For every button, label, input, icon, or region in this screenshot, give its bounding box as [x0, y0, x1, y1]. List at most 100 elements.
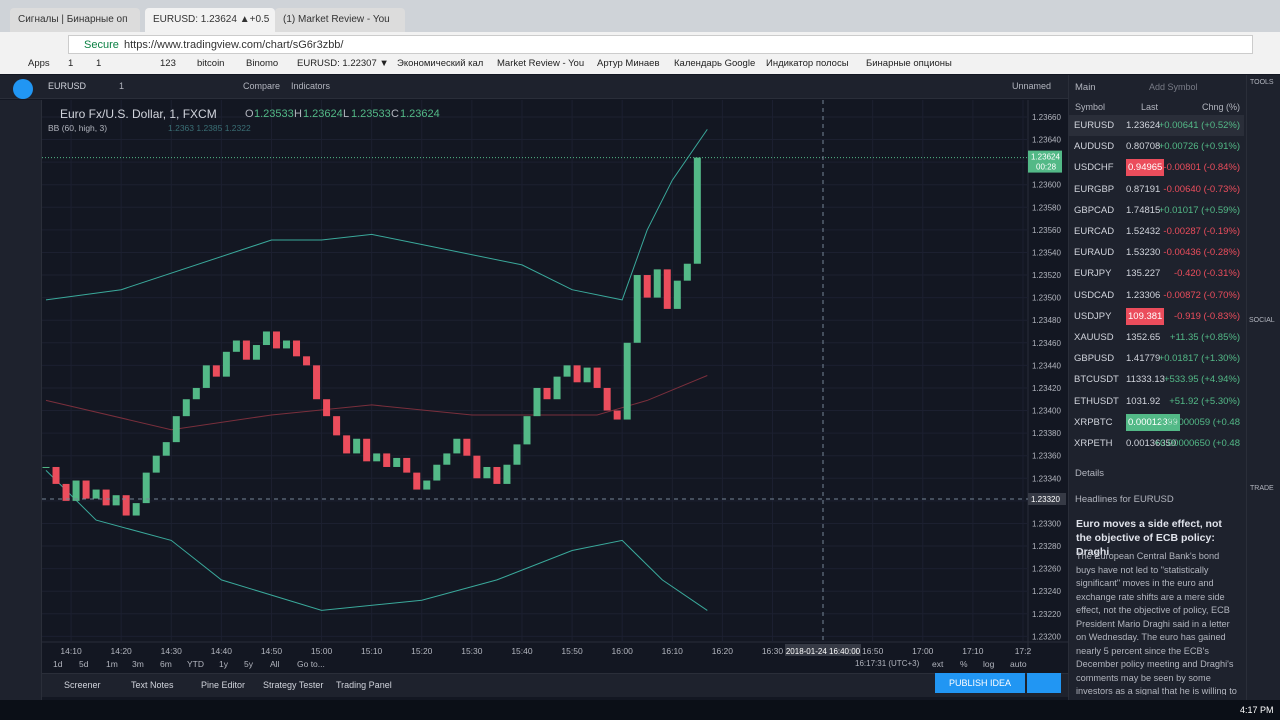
range-button[interactable]: 6m — [160, 659, 172, 669]
browser-tab[interactable]: (1) Market Review - You — [275, 8, 405, 32]
watchlist-tab[interactable]: Main — [1075, 82, 1096, 93]
last-price: 1352.65 — [1126, 332, 1161, 343]
candle — [643, 275, 651, 298]
watchlist-row[interactable]: USDCAD 1.23306 -0.00872 (-0.70%) — [1068, 285, 1244, 306]
bookmark[interactable]: EURUSD: 1.22307 ▼ — [297, 58, 389, 69]
candle — [252, 345, 260, 360]
range-button[interactable]: All — [270, 659, 280, 669]
y-tick-label: 1.23500 — [1032, 294, 1061, 303]
bookmark[interactable]: Market Review - You — [497, 58, 585, 69]
interval[interactable]: 1 — [119, 81, 125, 91]
x-tick-label: 15:50 — [561, 646, 583, 656]
last-price: 135.227 — [1126, 268, 1161, 280]
range-button[interactable]: 3m — [132, 659, 144, 669]
col-header[interactable]: Symbol — [1075, 102, 1106, 112]
url[interactable]: https://www.tradingview.com/chart/sG6r3z… — [124, 39, 344, 51]
candle — [192, 387, 200, 400]
last-price: 0.00136350 — [1126, 438, 1177, 449]
watchlist-row[interactable]: ETHUSDT 1031.92 +51.92 (+5.30%) — [1068, 391, 1244, 412]
add-symbol[interactable]: Add Symbol — [1149, 82, 1198, 92]
bottom-tab[interactable]: Screener — [64, 680, 101, 690]
watchlist-row[interactable]: EURUSD 1.23624 +0.00641 (+0.52%) — [1068, 115, 1244, 136]
bookmark[interactable]: Календарь Google — [674, 58, 756, 69]
bottom-tab[interactable]: Pine Editor — [201, 680, 246, 690]
range-button[interactable]: 1m — [106, 659, 118, 669]
bookmark[interactable]: Apps — [28, 58, 50, 69]
browser-tab[interactable]: EURUSD: 1.23624 ▲+0.5 — [145, 8, 275, 32]
more-button[interactable] — [1027, 673, 1061, 693]
x-tick-label: 14:30 — [161, 646, 183, 656]
bookmark[interactable]: 123 — [160, 58, 176, 69]
col-header[interactable]: Last — [1141, 102, 1159, 112]
watchlist-row[interactable]: EURJPY 135.227 -0.420 (-0.31%) — [1068, 263, 1244, 284]
side-label[interactable]: SOCIAL — [1249, 317, 1275, 324]
candle — [343, 435, 351, 454]
symbol-search[interactable]: EURUSD — [48, 81, 87, 91]
scale-option[interactable]: auto — [1010, 659, 1027, 669]
symbol: XAUUSD — [1074, 332, 1114, 343]
range-button[interactable]: 1d — [53, 659, 63, 669]
range-button[interactable]: Go to... — [297, 659, 325, 669]
candle — [513, 444, 521, 465]
bottom-tab[interactable]: Strategy Tester — [263, 680, 324, 690]
publish-button[interactable]: PUBLISH IDEA — [935, 673, 1025, 693]
candle — [613, 410, 621, 420]
range-button[interactable]: 5y — [244, 659, 253, 669]
range-button[interactable]: 1y — [219, 659, 228, 669]
bookmark[interactable]: 1 — [68, 58, 74, 69]
watchlist-row[interactable]: EURCAD 1.52432 -0.00287 (-0.19%) — [1068, 221, 1244, 242]
news-title[interactable]: Euro moves a side effect, not the object… — [1076, 518, 1222, 558]
details-header[interactable]: Details — [1075, 468, 1105, 479]
change: -0.00436 (-0.28%) — [1163, 247, 1240, 259]
watchlist-row[interactable]: XAUUSD 1352.65 +11.35 (+0.85%) — [1068, 327, 1244, 348]
compare-button[interactable]: Compare — [243, 81, 281, 91]
candle — [483, 466, 491, 479]
crosshair-price-box — [1028, 493, 1066, 505]
bookmark[interactable]: Бинарные опционы — [866, 58, 952, 69]
address-bar[interactable] — [68, 35, 1253, 54]
candle — [633, 275, 641, 343]
browser-tab[interactable]: Сигналы | Бинарные оп — [10, 8, 140, 32]
bookmark[interactable]: Binomo — [246, 58, 279, 69]
candle — [92, 489, 100, 499]
candle — [383, 453, 391, 467]
candle — [393, 457, 401, 467]
x-tick-label: 16:30 — [762, 646, 784, 656]
indicators-button[interactable]: Indicators — [291, 81, 331, 91]
x-tick-label: 15:00 — [311, 646, 333, 656]
tools-column — [1246, 75, 1280, 700]
bookmark[interactable]: bitcoin — [197, 58, 225, 69]
x-tick-label: 16:10 — [662, 646, 684, 656]
col-header[interactable]: Chng (%) — [1202, 102, 1241, 112]
watchlist-row[interactable]: EURAUD 1.53230 -0.00436 (-0.28%) — [1068, 242, 1244, 263]
range-button[interactable]: YTD — [187, 659, 204, 669]
scale-option[interactable]: log — [983, 659, 995, 669]
change: -0.420 (-0.31%) — [1173, 268, 1240, 280]
bookmark[interactable]: 1 — [96, 58, 102, 69]
side-label[interactable]: TRADE — [1250, 485, 1274, 492]
app-logo[interactable] — [13, 79, 33, 99]
watchlist-row[interactable]: XRPETH 0.00136350 +0.00000650 (+0.48 — [1068, 433, 1244, 454]
bookmark[interactable]: Индикатор полосы — [766, 58, 849, 69]
candle — [232, 340, 240, 352]
layout-name[interactable]: Unnamed — [1012, 81, 1052, 91]
range-button[interactable]: 5d — [79, 659, 89, 669]
bookmark[interactable]: Экономический кал — [397, 58, 484, 69]
watchlist-row[interactable]: GBPCAD 1.74815 +0.01017 (+0.59%) — [1068, 200, 1244, 221]
scale-option[interactable]: ext — [932, 659, 944, 669]
watchlist-row[interactable]: AUDUSD 0.80708 +0.00726 (+0.91%) — [1068, 136, 1244, 157]
watchlist-row[interactable]: GBPUSD 1.41779 +0.01817 (+1.30%) — [1068, 348, 1244, 369]
scale-option[interactable]: % — [960, 659, 968, 669]
watchlist-row[interactable]: USDCHF 0.94965 -0.00801 (-0.84%) — [1068, 157, 1244, 178]
watchlist-row[interactable]: USDJPY 109.381 -0.919 (-0.83%) — [1068, 306, 1244, 327]
watchlist-row[interactable]: BTCUSDT 11333.13 +533.95 (+4.94%) — [1068, 369, 1244, 390]
clock: 16:17:31 (UTC+3) — [855, 659, 920, 668]
y-tick-label: 1.23260 — [1032, 565, 1061, 574]
side-label[interactable]: TOOLS — [1250, 79, 1274, 86]
watchlist-row[interactable]: EURGBP 0.87191 -0.00640 (-0.73%) — [1068, 179, 1244, 200]
bottom-tab[interactable]: Text Notes — [131, 680, 174, 690]
watchlist-row[interactable]: XRPBTC 0.00012399 +0.00000059 (+0.48 — [1068, 412, 1244, 433]
bookmark[interactable]: Артур Минаев — [597, 58, 660, 69]
bottom-tab[interactable]: Trading Panel — [336, 680, 392, 690]
last-price-box — [1028, 150, 1062, 173]
